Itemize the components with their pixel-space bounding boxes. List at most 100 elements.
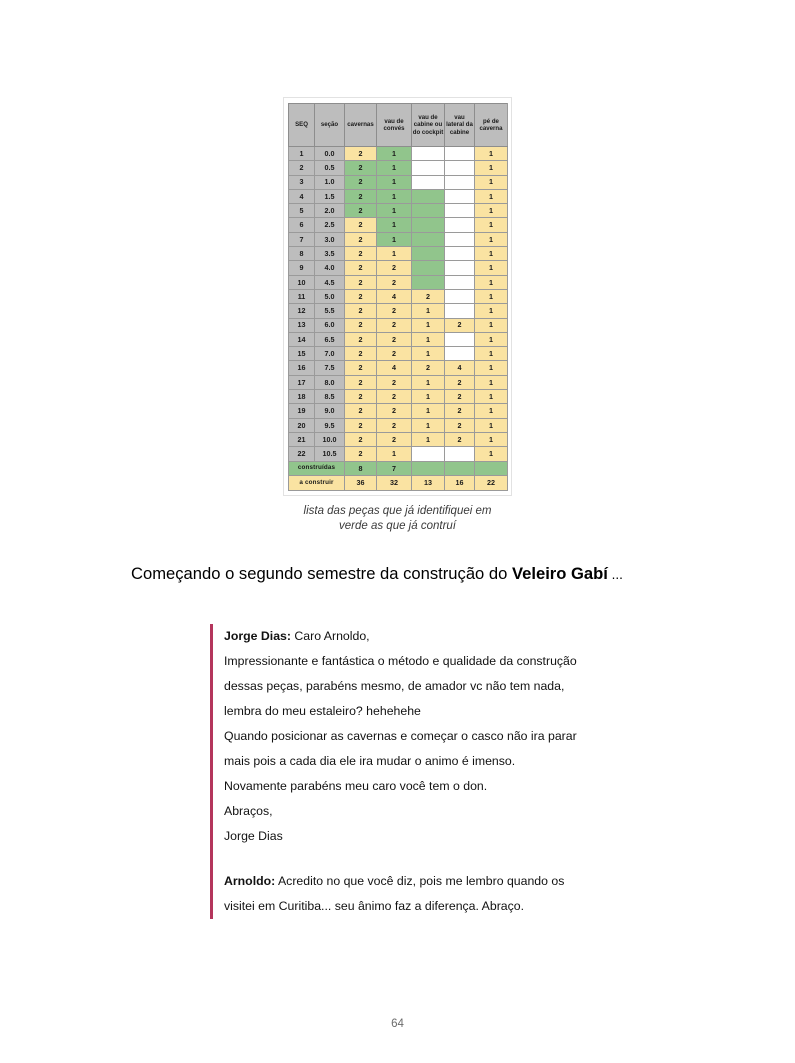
- cell-vau-cabine: 1: [411, 431, 445, 448]
- cell-vau-cabine: [411, 203, 445, 219]
- table-row: 18 8.5 2 2 1 2 1: [288, 389, 508, 405]
- table-row: 9 4.0 2 2 1: [288, 260, 508, 276]
- cell-secao: 8.0: [314, 374, 345, 391]
- cell-vau-lateral: [444, 288, 475, 305]
- table-row: 7 3.0 2 1 1: [288, 231, 508, 248]
- table-row: 2 0.5 2 1 1: [288, 160, 508, 176]
- figure-block: SEQ seção cavernas vau de convés vau de …: [0, 97, 795, 535]
- cell-vau-cabine: 1: [411, 331, 445, 348]
- quote-line: Novamente parabéns meu caro você tem o d…: [224, 779, 488, 793]
- cell-cavernas: 2: [344, 260, 377, 276]
- cell-vau-lateral: [444, 188, 475, 205]
- table-row: 17 8.0 2 2 1 2 1: [288, 374, 508, 391]
- cell-secao: 2.0: [314, 203, 345, 219]
- col-header-pe-caverna: pé de caverna: [474, 103, 508, 147]
- quote-line: Arnoldo: Acredito no que você diz, pois …: [224, 869, 625, 894]
- cell-secao: 10.5: [314, 446, 345, 462]
- quote-line: lembra do meu estaleiro? hehehehe: [224, 704, 421, 718]
- col-header-cavernas: cavernas: [344, 103, 377, 147]
- cell-secao: 7.0: [314, 346, 345, 362]
- table-row: 10 4.5 2 2 1: [288, 274, 508, 290]
- cell-seq: 7: [288, 231, 315, 248]
- cell-secao: 9.5: [314, 417, 345, 433]
- table-row: 20 9.5 2 2 1 2 1: [288, 417, 508, 433]
- cell-vau-lateral: [444, 446, 475, 462]
- cell-secao: 2.5: [314, 217, 345, 233]
- page-title: Começando o segundo semestre da construç…: [131, 562, 666, 587]
- quote-block: Jorge Dias: Caro Arnoldo, Impressionante…: [210, 624, 625, 919]
- summary-vau-conves: 7: [376, 460, 412, 477]
- cell-vau-cabine: [411, 246, 445, 262]
- cell-cavernas: 2: [344, 188, 377, 205]
- table-row: 13 6.0 2 2 1 2 1: [288, 317, 508, 333]
- cell-secao: 5.0: [314, 288, 345, 305]
- cell-cavernas: 2: [344, 317, 377, 333]
- quote-line: dessas peças, parabéns mesmo, de amador …: [224, 679, 565, 693]
- cell-vau-conves: 1: [376, 188, 412, 205]
- cell-seq: 5: [288, 203, 315, 219]
- quote-paragraph-gap: [224, 849, 625, 869]
- quote-line: Jorge Dias: [224, 829, 283, 843]
- cell-seq: 11: [288, 288, 315, 305]
- figure-caption-line-2: verde as que já contruí: [339, 520, 456, 533]
- cell-cavernas: 2: [344, 360, 377, 376]
- cell-vau-conves: 1: [376, 217, 412, 233]
- cell-secao: 6.0: [314, 317, 345, 333]
- cell-vau-cabine: 2: [411, 360, 445, 376]
- col-header-vau-lateral: vau lateral da cabine: [444, 103, 475, 147]
- cell-vau-conves: 1: [376, 246, 412, 262]
- cell-vau-lateral: [444, 203, 475, 219]
- table-row: 14 6.5 2 2 1 1: [288, 331, 508, 348]
- cell-vau-cabine: [411, 160, 445, 176]
- cell-secao: 8.5: [314, 389, 345, 405]
- cell-pe-caverna: 1: [474, 389, 508, 405]
- quote-author-name: Jorge Dias:: [224, 629, 291, 643]
- cell-pe-caverna: 1: [474, 403, 508, 419]
- table-row: 4 1.5 2 1 1: [288, 188, 508, 205]
- table-row: 1 0.0 2 1 1: [288, 145, 508, 162]
- summary-pe-caverna: [474, 460, 508, 477]
- cell-seq: 2: [288, 160, 315, 176]
- col-header-secao: seção: [314, 103, 345, 147]
- quote-line: Abraços,: [224, 804, 273, 818]
- cell-cavernas: 2: [344, 174, 377, 190]
- table-header-row: SEQ seção cavernas vau de convés vau de …: [288, 103, 508, 147]
- table-row: 6 2.5 2 1 1: [288, 217, 508, 233]
- col-header-vau-cabine: vau de cabine ou do cockpit: [411, 103, 445, 147]
- cell-vau-cabine: 1: [411, 417, 445, 433]
- col-header-vau-conves: vau de convés: [376, 103, 412, 147]
- cell-seq: 8: [288, 246, 315, 262]
- cell-vau-cabine: [411, 145, 445, 162]
- cell-cavernas: 2: [344, 346, 377, 362]
- cell-seq: 1: [288, 145, 315, 162]
- summary-label: a construir: [288, 475, 345, 491]
- summary-cavernas: 36: [344, 475, 377, 491]
- cell-secao: 10.0: [314, 431, 345, 448]
- table-row: 3 1.0 2 1 1: [288, 174, 508, 190]
- cell-pe-caverna: 1: [474, 417, 508, 433]
- figure-caption: lista das peças que já identifiquei em v…: [248, 504, 548, 535]
- cell-cavernas: 2: [344, 217, 377, 233]
- table-body: 1 0.0 2 1 1 2 0.5 2 1 1: [288, 145, 508, 491]
- cell-pe-caverna: 1: [474, 217, 508, 233]
- table-row: 22 10.5 2 1 1: [288, 446, 508, 462]
- cell-vau-lateral: [444, 260, 475, 276]
- cell-secao: 4.5: [314, 274, 345, 290]
- table-row: 5 2.0 2 1 1: [288, 203, 508, 219]
- cell-vau-conves: 1: [376, 160, 412, 176]
- cell-secao: 7.5: [314, 360, 345, 376]
- cell-vau-cabine: 1: [411, 374, 445, 391]
- cell-vau-cabine: 1: [411, 346, 445, 362]
- quote-line: visitei em Curitiba... seu ânimo faz a d…: [224, 899, 525, 913]
- quote-line: Quando posicionar as cavernas e começar …: [224, 729, 577, 743]
- col-header-seq: SEQ: [288, 103, 315, 147]
- cell-secao: 1.0: [314, 174, 345, 190]
- cell-secao: 0.5: [314, 160, 345, 176]
- cell-cavernas: 2: [344, 331, 377, 348]
- quote-line-text: Acredito no que você diz, pois me lembro…: [275, 874, 565, 888]
- cell-pe-caverna: 1: [474, 231, 508, 248]
- cell-vau-conves: 2: [376, 331, 412, 348]
- cell-vau-lateral: [444, 246, 475, 262]
- cell-vau-conves: 2: [376, 417, 412, 433]
- quote-message-arnoldo: Arnoldo: Acredito no que você diz, pois …: [224, 869, 625, 919]
